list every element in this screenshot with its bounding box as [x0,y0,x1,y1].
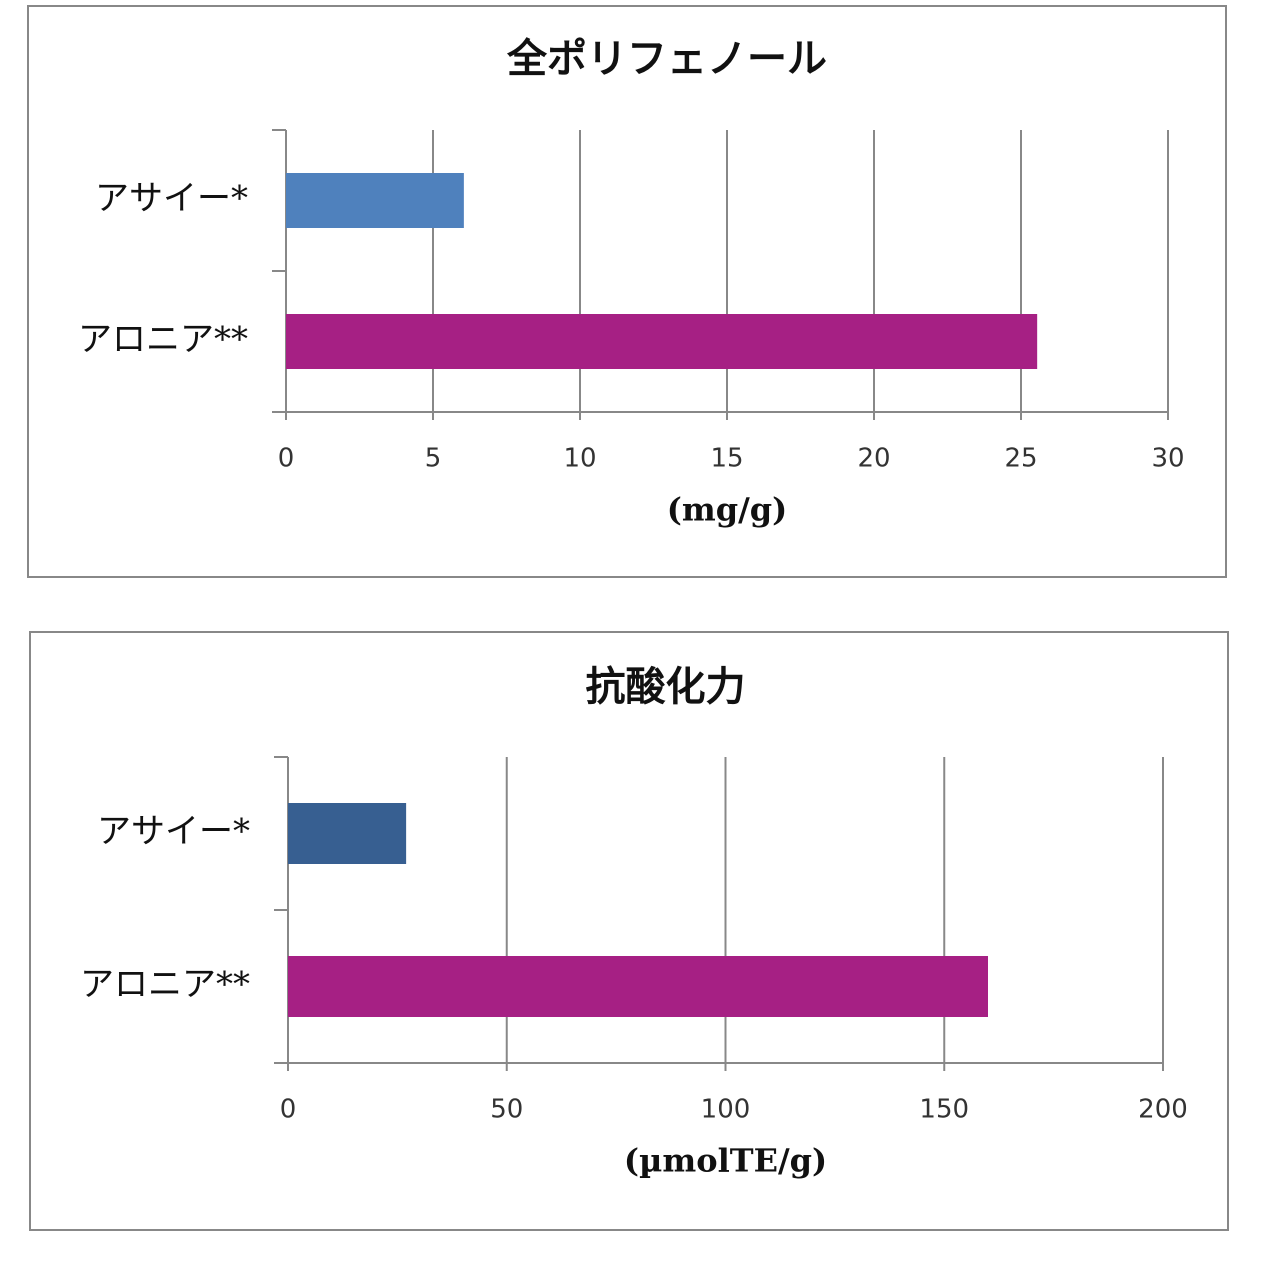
chart-title: 抗酸化力 [586,663,746,710]
x-tick-label: 0 [278,444,295,474]
x-tick-label: 50 [490,1095,523,1125]
bar [288,803,407,864]
x-tick-label: 30 [1151,444,1184,474]
bar [288,956,988,1017]
category-label: アサイー* [97,812,250,852]
x-tick-label: 5 [425,444,442,474]
x-tick-label: 0 [280,1095,297,1125]
x-tick-label: 25 [1004,444,1037,474]
chart-frame [27,5,1227,578]
x-tick-label: 15 [710,444,743,474]
x-tick-label: 200 [1138,1095,1188,1125]
x-tick-label: 100 [701,1095,751,1125]
x-axis-title: (mg/g) [667,491,788,529]
x-tick-label: 150 [919,1095,969,1125]
category-label: アロニア** [80,965,250,1005]
chart-title: 全ポリフェノール [506,35,827,82]
x-tick-label: 10 [563,444,596,474]
category-label: アロニア** [78,320,248,360]
category-label: アサイー* [95,179,248,219]
x-tick-label: 20 [857,444,890,474]
chart-frame [29,631,1229,1231]
bar [286,173,464,228]
bar [286,314,1038,369]
x-axis-title: (µmolTE/g) [624,1142,827,1180]
